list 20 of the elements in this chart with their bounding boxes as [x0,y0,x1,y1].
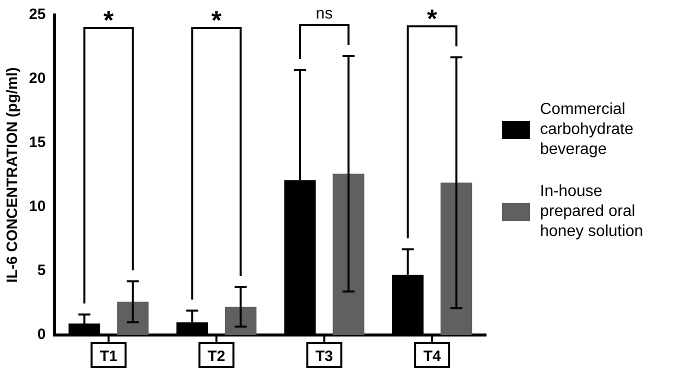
x-tick-label: T4 [423,348,442,365]
y-tick-label: 10 [28,198,46,215]
annotation: ns [316,4,333,22]
annotation: * [427,2,438,33]
y-tick-label: 15 [28,134,46,151]
x-tick-label: T2 [208,348,226,365]
y-tick-label: 5 [37,262,46,279]
annotation: * [104,4,115,35]
y-tick-label: 25 [28,6,46,23]
legend-label: In-house prepared oral honey solution [540,182,644,242]
y-tick-label: 0 [37,326,46,343]
x-tick-label: T3 [316,348,334,365]
legend-label: Commercial carbohydrate beverage [540,100,634,160]
x-tick-label: T1 [100,348,118,365]
y-axis-title: IL-6 CONCENTRATION (pg/ml) [4,66,22,282]
y-tick-label: 20 [28,70,46,87]
bar [117,301,149,334]
bar [332,173,364,334]
annotation: * [211,4,222,35]
bar [224,306,256,334]
